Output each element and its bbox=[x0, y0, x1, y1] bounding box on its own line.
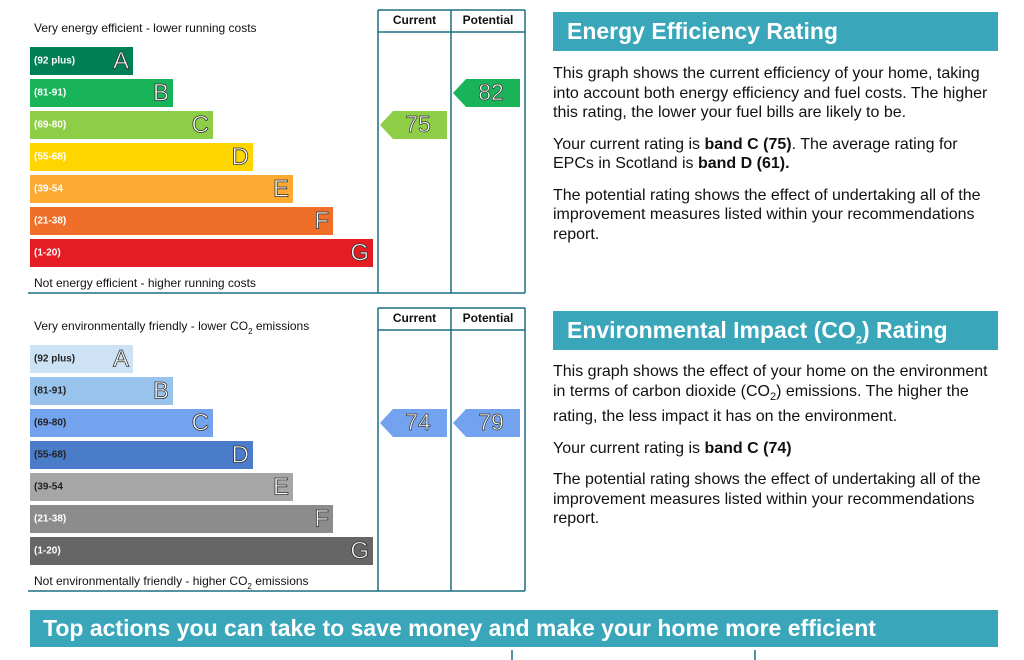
band-range: (55-68) bbox=[34, 450, 66, 461]
band-letter: B bbox=[153, 377, 169, 404]
text-part: ) Rating bbox=[861, 317, 948, 343]
text-part: 2 bbox=[248, 327, 253, 336]
paragraph: Your current rating is band C (75). The … bbox=[553, 135, 993, 174]
rating-value: 75 bbox=[405, 111, 431, 137]
band-letter: D bbox=[232, 143, 249, 170]
band-range: (1-20) bbox=[34, 546, 61, 557]
band-bar bbox=[30, 345, 133, 373]
band-letter: C bbox=[192, 111, 209, 138]
band-bar bbox=[30, 175, 293, 203]
text-part: 2 bbox=[855, 334, 862, 347]
text-part: Your current rating is bbox=[553, 135, 705, 153]
band-range: (1-20) bbox=[34, 248, 61, 259]
text-part: band C (75) bbox=[704, 135, 792, 153]
band-range: (55-68) bbox=[34, 152, 66, 163]
text-part: The potential rating shows the effect of… bbox=[553, 186, 981, 243]
environment-text: This graph shows the effect of your home… bbox=[553, 362, 993, 541]
band-bar bbox=[30, 441, 253, 469]
text-part: Not energy efficient - higher running co… bbox=[34, 276, 256, 290]
environment-heading: Environmental Impact (CO2) Rating bbox=[553, 311, 998, 350]
band-bar bbox=[30, 409, 213, 437]
column-header: Current bbox=[393, 13, 436, 27]
band-bar bbox=[30, 537, 373, 565]
band-letter: F bbox=[314, 505, 329, 532]
column-header: Potential bbox=[463, 311, 514, 325]
text-part: emissions bbox=[253, 319, 310, 333]
band-letter: D bbox=[232, 441, 249, 468]
band-letter: B bbox=[153, 79, 169, 106]
band-letter: E bbox=[273, 175, 289, 202]
rating-arrow bbox=[380, 111, 447, 139]
text-part: Your current rating is bbox=[553, 439, 705, 457]
text-part: band C (74) bbox=[704, 439, 792, 457]
band-bar bbox=[30, 79, 173, 107]
band-bar bbox=[30, 47, 133, 75]
top-label: Very environmentally friendly - lower CO… bbox=[34, 319, 309, 335]
band-range: (81-91) bbox=[34, 386, 66, 397]
text-part: This graph shows the effect of your home… bbox=[553, 363, 988, 400]
rating-arrow bbox=[453, 409, 520, 437]
text-part: . The average rating for EPCs in Scotlan… bbox=[553, 135, 958, 173]
text-part: Not environmentally friendly - higher CO bbox=[34, 574, 247, 588]
band-range: (39-54 bbox=[34, 482, 63, 493]
band-bar bbox=[30, 377, 173, 405]
paragraph: The potential rating shows the effect of… bbox=[553, 470, 993, 529]
text-part: band D (61). bbox=[697, 155, 790, 172]
band-range: (21-38) bbox=[34, 216, 66, 227]
band-range: (81-91) bbox=[34, 88, 66, 99]
band-bar bbox=[30, 207, 333, 235]
band-letter: A bbox=[113, 47, 129, 74]
text-part: 2 bbox=[769, 390, 777, 403]
banner: Top actions you can take to save money a… bbox=[30, 610, 998, 647]
text-part: ) emissions. The higher the rating, the … bbox=[553, 382, 969, 426]
band-letter: G bbox=[350, 537, 369, 564]
band-bar bbox=[30, 505, 333, 533]
text-part: Very environmentally friendly - lower CO bbox=[34, 319, 248, 333]
band-bar bbox=[30, 111, 213, 139]
paragraph: This graph shows the effect of your home… bbox=[553, 362, 993, 427]
band-range: (69-80) bbox=[34, 418, 66, 429]
band-bar bbox=[30, 473, 293, 501]
band-range: (92 plus) bbox=[34, 56, 75, 67]
band-letter: E bbox=[273, 473, 289, 500]
band-letter: C bbox=[192, 409, 209, 436]
paragraph: The potential rating shows the effect of… bbox=[553, 186, 993, 245]
band-bar bbox=[30, 143, 253, 171]
text-part: The potential rating shows the effect of… bbox=[553, 471, 981, 528]
column-header: Current bbox=[393, 311, 436, 325]
rating-value: 74 bbox=[405, 409, 431, 435]
text-part: This graph shows the current efficiency … bbox=[553, 65, 988, 121]
energy-heading: Energy Efficiency Rating bbox=[553, 12, 998, 51]
bottom-label: Not environmentally friendly - higher CO… bbox=[34, 574, 309, 590]
text-part: Energy Efficiency Rating bbox=[567, 18, 838, 44]
band-range: (39-54 bbox=[34, 184, 63, 195]
band-range: (21-38) bbox=[34, 514, 66, 525]
band-letter: G bbox=[350, 239, 369, 266]
band-bar bbox=[30, 239, 373, 267]
rating-value: 82 bbox=[478, 79, 504, 105]
band-letter: A bbox=[113, 345, 129, 372]
paragraph: This graph shows the current efficiency … bbox=[553, 64, 993, 123]
band-range: (92 plus) bbox=[34, 354, 75, 365]
rating-arrow bbox=[453, 79, 520, 107]
text-part: Environmental Impact (CO bbox=[567, 317, 856, 343]
band-letter: F bbox=[314, 207, 329, 234]
top-label: Very energy efficient - lower running co… bbox=[34, 21, 257, 35]
bottom-label: Not energy efficient - higher running co… bbox=[34, 276, 256, 290]
text-part: 2 bbox=[247, 582, 252, 591]
paragraph: Your current rating is band C (74) bbox=[553, 439, 993, 459]
band-range: (69-80) bbox=[34, 120, 66, 131]
text-part: Very energy efficient - lower running co… bbox=[34, 21, 257, 35]
energy-text: This graph shows the current efficiency … bbox=[553, 64, 993, 256]
rating-arrow bbox=[380, 409, 447, 437]
column-header: Potential bbox=[463, 13, 514, 27]
rating-value: 79 bbox=[478, 409, 504, 435]
text-part: emissions bbox=[252, 574, 309, 588]
